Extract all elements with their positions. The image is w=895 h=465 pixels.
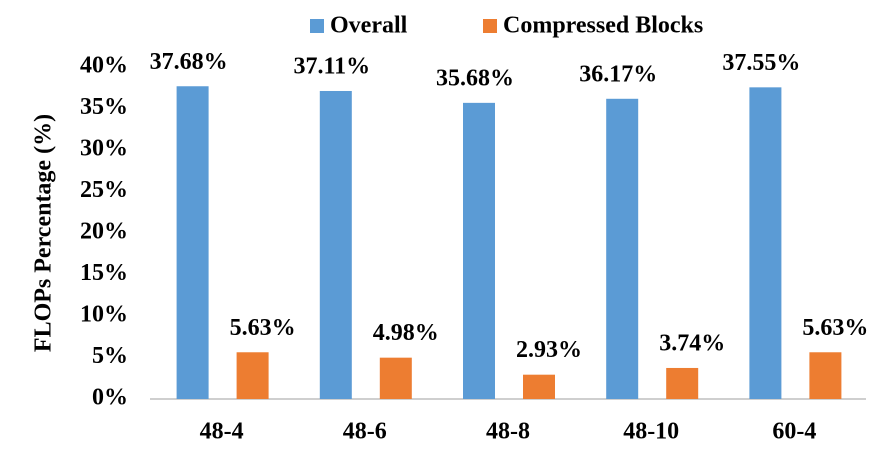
bar	[463, 102, 495, 399]
y-tick-label: 5%	[92, 343, 128, 369]
y-tick-label: 35%	[80, 94, 128, 120]
bar	[523, 374, 555, 399]
y-tick-label: 10%	[80, 302, 128, 328]
value-label: 3.74%	[659, 330, 725, 356]
bar	[236, 352, 269, 399]
y-tick-label: 30%	[80, 136, 128, 162]
bar	[319, 90, 352, 399]
legend-label: Overall	[330, 13, 408, 39]
y-tick-label: 20%	[80, 219, 128, 245]
value-label: 2.93%	[516, 337, 582, 363]
bar	[606, 98, 639, 399]
value-label: 37.55%	[722, 50, 800, 76]
y-tick-label: 40%	[80, 53, 128, 79]
bar	[809, 352, 842, 399]
x-tick-label: 48-8	[486, 419, 530, 445]
legend-swatch	[310, 19, 324, 33]
legend-label: Compressed Blocks	[503, 13, 703, 39]
y-tick-label: 15%	[80, 260, 128, 286]
y-tick-label: 0%	[92, 385, 128, 411]
x-tick-label: 60-4	[772, 419, 816, 445]
x-tick-label: 48-4	[200, 419, 244, 445]
y-axis-title: FLOPs Percentage (%)	[31, 114, 57, 352]
bar	[749, 87, 782, 400]
value-label: 36.17%	[579, 61, 657, 87]
x-tick-label: 48-6	[343, 419, 387, 445]
bar	[379, 357, 412, 399]
x-tick-label: 48-10	[623, 419, 679, 445]
value-label: 37.11%	[293, 53, 370, 79]
value-label: 4.98%	[373, 320, 439, 346]
value-label: 5.63%	[230, 315, 296, 341]
bar	[666, 367, 699, 399]
legend-swatch	[483, 19, 497, 33]
value-label: 37.68%	[150, 49, 228, 75]
y-tick-label: 25%	[80, 177, 128, 203]
value-label: 35.68%	[436, 65, 514, 91]
bar	[176, 86, 209, 400]
value-label: 5.63%	[802, 315, 868, 341]
